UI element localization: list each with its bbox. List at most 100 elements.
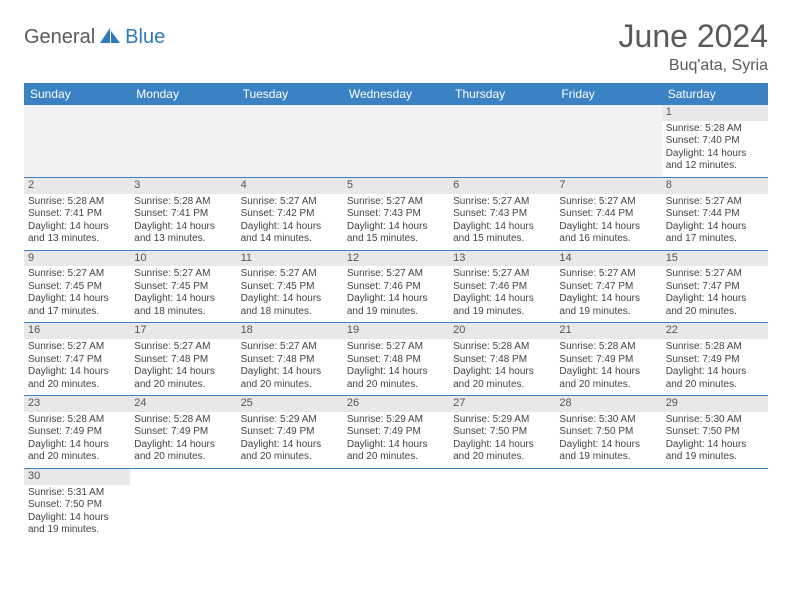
sunset-line: Sunset: 7:41 PM [28,208,126,221]
daylight-line: Daylight: 14 hours and 20 minutes. [134,366,232,391]
logo-text-blue: Blue [125,26,165,49]
calendar-row: 2Sunrise: 5:28 AMSunset: 7:41 PMDaylight… [24,177,768,250]
empty-cell [555,468,661,540]
day-cell: 21Sunrise: 5:28 AMSunset: 7:49 PMDayligh… [555,323,661,396]
sunrise-line: Sunrise: 5:29 AM [241,414,339,427]
weekday-header: Wednesday [343,83,449,105]
sunset-line: Sunset: 7:49 PM [347,426,445,439]
day-cell: 3Sunrise: 5:28 AMSunset: 7:41 PMDaylight… [130,177,236,250]
sunrise-line: Sunrise: 5:27 AM [134,341,232,354]
weekday-header: Thursday [449,83,555,105]
daylight-line: Daylight: 14 hours and 20 minutes. [453,439,551,464]
empty-cell [237,105,343,177]
logo-text-general: General [24,26,95,49]
sunset-line: Sunset: 7:44 PM [559,208,657,221]
calendar-table: SundayMondayTuesdayWednesdayThursdayFrid… [24,83,768,541]
day-cell: 23 Sunrise: 5:28 AMSunset: 7:49 PMDayligh… [24,396,130,469]
sunrise-line: Sunrise: 5:28 AM [28,414,126,427]
daylight-line: Daylight: 14 hours and 20 minutes. [28,439,126,464]
empty-cell [130,468,236,540]
day-cell: 22Sunrise: 5:28 AMSunset: 7:49 PMDayligh… [662,323,768,396]
day-number: 6 [449,178,555,194]
sunset-line: Sunset: 7:45 PM [28,281,126,294]
sunrise-line: Sunrise: 5:27 AM [347,268,445,281]
day-cell: 14Sunrise: 5:27 AMSunset: 7:47 PMDayligh… [555,250,661,323]
sunset-line: Sunset: 7:44 PM [666,208,764,221]
empty-cell [449,468,555,540]
sunrise-line: Sunrise: 5:28 AM [28,196,126,209]
day-number: 2 [24,178,130,194]
sunset-line: Sunset: 7:41 PM [134,208,232,221]
sunrise-line: Sunrise: 5:27 AM [559,268,657,281]
sunrise-line: Sunrise: 5:28 AM [666,341,764,354]
sunset-line: Sunset: 7:49 PM [666,354,764,367]
empty-cell [130,105,236,177]
day-number: 17 [130,323,236,339]
sunrise-line: Sunrise: 5:30 AM [559,414,657,427]
sunrise-line: Sunrise: 5:27 AM [28,341,126,354]
sunset-line: Sunset: 7:48 PM [241,354,339,367]
sunset-line: Sunset: 7:49 PM [559,354,657,367]
day-cell: 13Sunrise: 5:27 AMSunset: 7:46 PMDayligh… [449,250,555,323]
day-cell: 28Sunrise: 5:30 AMSunset: 7:50 PMDayligh… [555,396,661,469]
daylight-line: Daylight: 14 hours and 17 minutes. [28,293,126,318]
daylight-line: Daylight: 14 hours and 20 minutes. [241,439,339,464]
day-number: 4 [237,178,343,194]
sunset-line: Sunset: 7:48 PM [347,354,445,367]
daylight-line: Daylight: 14 hours and 20 minutes. [453,366,551,391]
empty-cell [449,105,555,177]
location: Buq'ata, Syria [619,57,768,75]
calendar-row: 1Sunrise: 5:28 AMSunset: 7:40 PMDaylight… [24,105,768,177]
sunset-line: Sunset: 7:46 PM [453,281,551,294]
day-number: 27 [449,396,555,412]
sunset-line: Sunset: 7:47 PM [559,281,657,294]
daylight-line: Daylight: 14 hours and 19 minutes. [347,293,445,318]
daylight-line: Daylight: 14 hours and 14 minutes. [241,221,339,246]
daylight-line: Daylight: 14 hours and 15 minutes. [347,221,445,246]
day-number: 19 [343,323,449,339]
day-number: 21 [555,323,661,339]
sunrise-line: Sunrise: 5:27 AM [666,268,764,281]
day-number: 7 [555,178,661,194]
day-number: 8 [662,178,768,194]
day-number: 29 [662,396,768,412]
day-number: 3 [130,178,236,194]
day-cell: 8Sunrise: 5:27 AMSunset: 7:44 PMDaylight… [662,177,768,250]
day-number: 11 [237,251,343,267]
sunrise-line: Sunrise: 5:27 AM [453,196,551,209]
sunset-line: Sunset: 7:49 PM [28,426,126,439]
sunset-line: Sunset: 7:46 PM [347,281,445,294]
sunset-line: Sunset: 7:45 PM [241,281,339,294]
day-number: 23 [24,396,130,412]
day-cell: 5Sunrise: 5:27 AMSunset: 7:43 PMDaylight… [343,177,449,250]
sunset-line: Sunset: 7:47 PM [28,354,126,367]
daylight-line: Daylight: 14 hours and 19 minutes. [666,439,764,464]
weekday-header: Sunday [24,83,130,105]
day-cell: 1Sunrise: 5:28 AMSunset: 7:40 PMDaylight… [662,105,768,177]
weekday-header: Saturday [662,83,768,105]
day-cell: 4Sunrise: 5:27 AMSunset: 7:42 PMDaylight… [237,177,343,250]
sunrise-line: Sunrise: 5:28 AM [453,341,551,354]
day-cell: 29Sunrise: 5:30 AMSunset: 7:50 PMDayligh… [662,396,768,469]
day-number: 24 [130,396,236,412]
day-cell: 9Sunrise: 5:27 AMSunset: 7:45 PMDaylight… [24,250,130,323]
day-cell: 12Sunrise: 5:27 AMSunset: 7:46 PMDayligh… [343,250,449,323]
day-cell: 7Sunrise: 5:27 AMSunset: 7:44 PMDaylight… [555,177,661,250]
day-number: 1 [662,105,768,121]
daylight-line: Daylight: 14 hours and 20 minutes. [559,366,657,391]
daylight-line: Daylight: 14 hours and 20 minutes. [28,366,126,391]
day-cell: 10Sunrise: 5:27 AMSunset: 7:45 PMDayligh… [130,250,236,323]
sunrise-line: Sunrise: 5:28 AM [134,414,232,427]
title-block: June 2024 Buq'ata, Syria [619,18,768,75]
day-number: 30 [24,469,130,485]
sunrise-line: Sunrise: 5:28 AM [666,123,764,136]
sunset-line: Sunset: 7:49 PM [241,426,339,439]
day-number: 18 [237,323,343,339]
day-number: 15 [662,251,768,267]
weekday-header: Monday [130,83,236,105]
day-number: 28 [555,396,661,412]
day-cell: 30Sunrise: 5:31 AMSunset: 7:50 PMDayligh… [24,468,130,540]
sunrise-line: Sunrise: 5:30 AM [666,414,764,427]
day-cell: 27Sunrise: 5:29 AMSunset: 7:50 PMDayligh… [449,396,555,469]
daylight-line: Daylight: 14 hours and 19 minutes. [28,512,126,537]
